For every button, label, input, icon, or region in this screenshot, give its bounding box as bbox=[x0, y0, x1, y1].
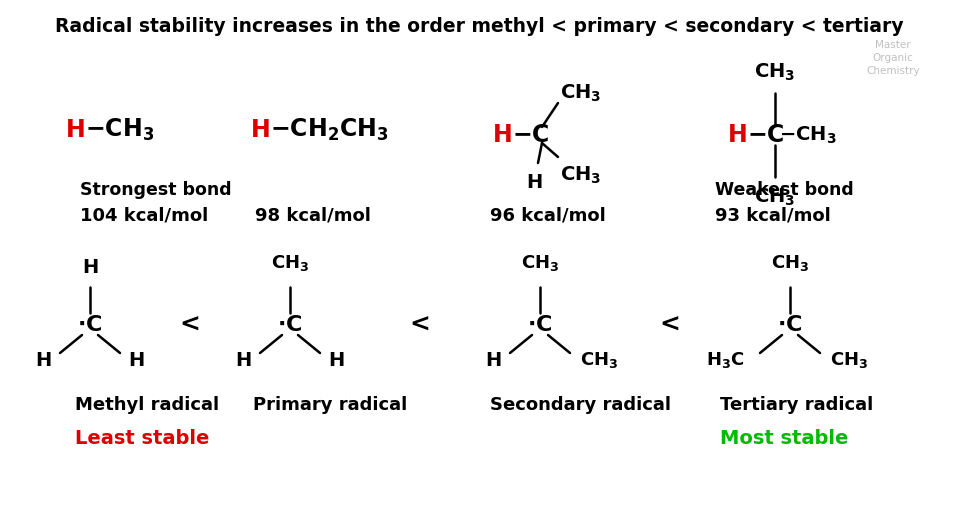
Text: Strongest bond: Strongest bond bbox=[80, 181, 232, 199]
Text: $\mathbf{CH_3}$: $\mathbf{CH_3}$ bbox=[560, 165, 602, 186]
Text: Radical stability increases in the order methyl < primary < secondary < tertiary: Radical stability increases in the order… bbox=[55, 18, 903, 36]
Text: $\mathbf{\cdot C}$: $\mathbf{\cdot C}$ bbox=[78, 315, 103, 335]
Text: <: < bbox=[410, 313, 430, 337]
Text: 96 kcal/mol: 96 kcal/mol bbox=[490, 206, 605, 224]
Text: $\mathbf{H_3C}$: $\mathbf{H_3C}$ bbox=[706, 350, 745, 370]
Text: $\mathbf{H}$: $\mathbf{H}$ bbox=[727, 123, 747, 147]
Text: $\mathbf{CH_3}$: $\mathbf{CH_3}$ bbox=[830, 350, 868, 370]
Text: $\mathbf{\cdot C}$: $\mathbf{\cdot C}$ bbox=[777, 315, 803, 335]
Text: $\mathbf{-CH_2CH_3}$: $\mathbf{-CH_2CH_3}$ bbox=[270, 117, 389, 143]
Text: $\mathbf{H}$: $\mathbf{H}$ bbox=[65, 118, 85, 142]
Text: Most stable: Most stable bbox=[720, 428, 849, 448]
Text: Weakest bond: Weakest bond bbox=[715, 181, 854, 199]
Text: $\mathbf{H}$: $\mathbf{H}$ bbox=[526, 173, 542, 192]
Text: Methyl radical: Methyl radical bbox=[75, 396, 219, 414]
Text: $\mathbf{CH_3}$: $\mathbf{CH_3}$ bbox=[521, 253, 559, 273]
Text: $\mathbf{H}$: $\mathbf{H}$ bbox=[236, 350, 252, 370]
Text: Master
Organic
Chemistry: Master Organic Chemistry bbox=[866, 40, 920, 76]
Text: Least stable: Least stable bbox=[75, 428, 210, 448]
Text: Secondary radical: Secondary radical bbox=[490, 396, 671, 414]
Text: $\mathbf{H}$: $\mathbf{H}$ bbox=[35, 350, 52, 370]
Text: $\mathbf{H}$: $\mathbf{H}$ bbox=[486, 350, 502, 370]
Text: $\mathbf{\cdot C}$: $\mathbf{\cdot C}$ bbox=[277, 315, 303, 335]
Text: $\mathbf{H}$: $\mathbf{H}$ bbox=[250, 118, 270, 142]
Text: $\mathbf{CH_3}$: $\mathbf{CH_3}$ bbox=[580, 350, 618, 370]
Text: $\mathbf{\cdot C}$: $\mathbf{\cdot C}$ bbox=[527, 315, 553, 335]
Text: $\mathbf{CH_3}$: $\mathbf{CH_3}$ bbox=[771, 253, 810, 273]
Text: $\mathbf{-CH_3}$: $\mathbf{-CH_3}$ bbox=[779, 124, 836, 146]
Text: $\mathbf{CH_3}$: $\mathbf{CH_3}$ bbox=[754, 187, 796, 209]
Text: <: < bbox=[179, 313, 200, 337]
Text: $\mathbf{H}$: $\mathbf{H}$ bbox=[128, 350, 145, 370]
Text: $\mathbf{H}$: $\mathbf{H}$ bbox=[81, 258, 99, 277]
Text: $\mathbf{-C}$: $\mathbf{-C}$ bbox=[747, 123, 785, 147]
Text: $\mathbf{CH_3}$: $\mathbf{CH_3}$ bbox=[271, 253, 309, 273]
Text: $\mathbf{H}$: $\mathbf{H}$ bbox=[492, 123, 512, 147]
Text: Tertiary radical: Tertiary radical bbox=[720, 396, 874, 414]
Text: $\mathbf{CH_3}$: $\mathbf{CH_3}$ bbox=[754, 62, 796, 83]
Text: 104 kcal/mol: 104 kcal/mol bbox=[80, 206, 208, 224]
Text: <: < bbox=[659, 313, 680, 337]
Text: 93 kcal/mol: 93 kcal/mol bbox=[715, 206, 831, 224]
Text: 98 kcal/mol: 98 kcal/mol bbox=[255, 206, 371, 224]
Text: $\mathbf{-CH_3}$: $\mathbf{-CH_3}$ bbox=[85, 117, 154, 143]
Text: $\mathbf{CH_3}$: $\mathbf{CH_3}$ bbox=[560, 82, 602, 103]
Text: $\mathbf{-C}$: $\mathbf{-C}$ bbox=[512, 123, 550, 147]
Text: $\mathbf{H}$: $\mathbf{H}$ bbox=[328, 350, 345, 370]
Text: Primary radical: Primary radical bbox=[253, 396, 407, 414]
